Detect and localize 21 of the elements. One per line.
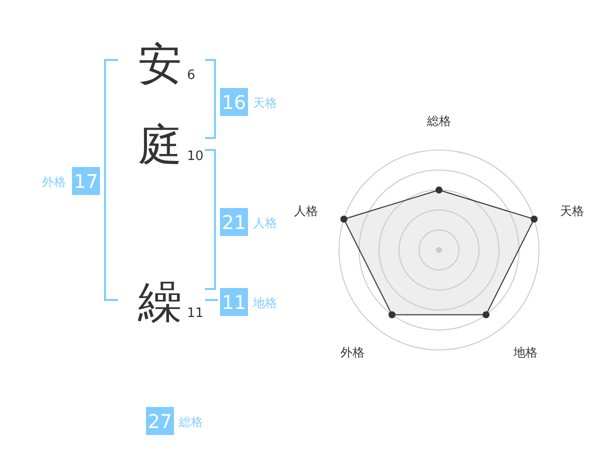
text: 17 <box>74 171 98 193</box>
spoke-label: 天格 <box>560 204 584 218</box>
spoke-label: 外格 <box>340 346 364 360</box>
text: 地格 <box>252 296 277 310</box>
text: 16 <box>222 92 246 114</box>
text: 11 <box>222 292 246 314</box>
text: 安 <box>138 39 182 90</box>
text: 繰 <box>137 277 182 328</box>
text: 外格 <box>42 175 66 189</box>
text: 天格 <box>253 96 277 110</box>
text: 21 <box>222 212 246 234</box>
spoke-label: 地格 <box>512 346 538 360</box>
text: 庭 <box>138 120 182 171</box>
text: 人格 <box>253 216 277 230</box>
text: 10 <box>187 149 204 164</box>
spoke-label: 人格 <box>294 204 318 218</box>
text: 総格 <box>178 415 203 429</box>
text: 6 <box>187 68 196 83</box>
text: 27 <box>148 411 172 433</box>
spoke-label: 総格 <box>426 114 451 128</box>
text: 11 <box>187 306 204 321</box>
